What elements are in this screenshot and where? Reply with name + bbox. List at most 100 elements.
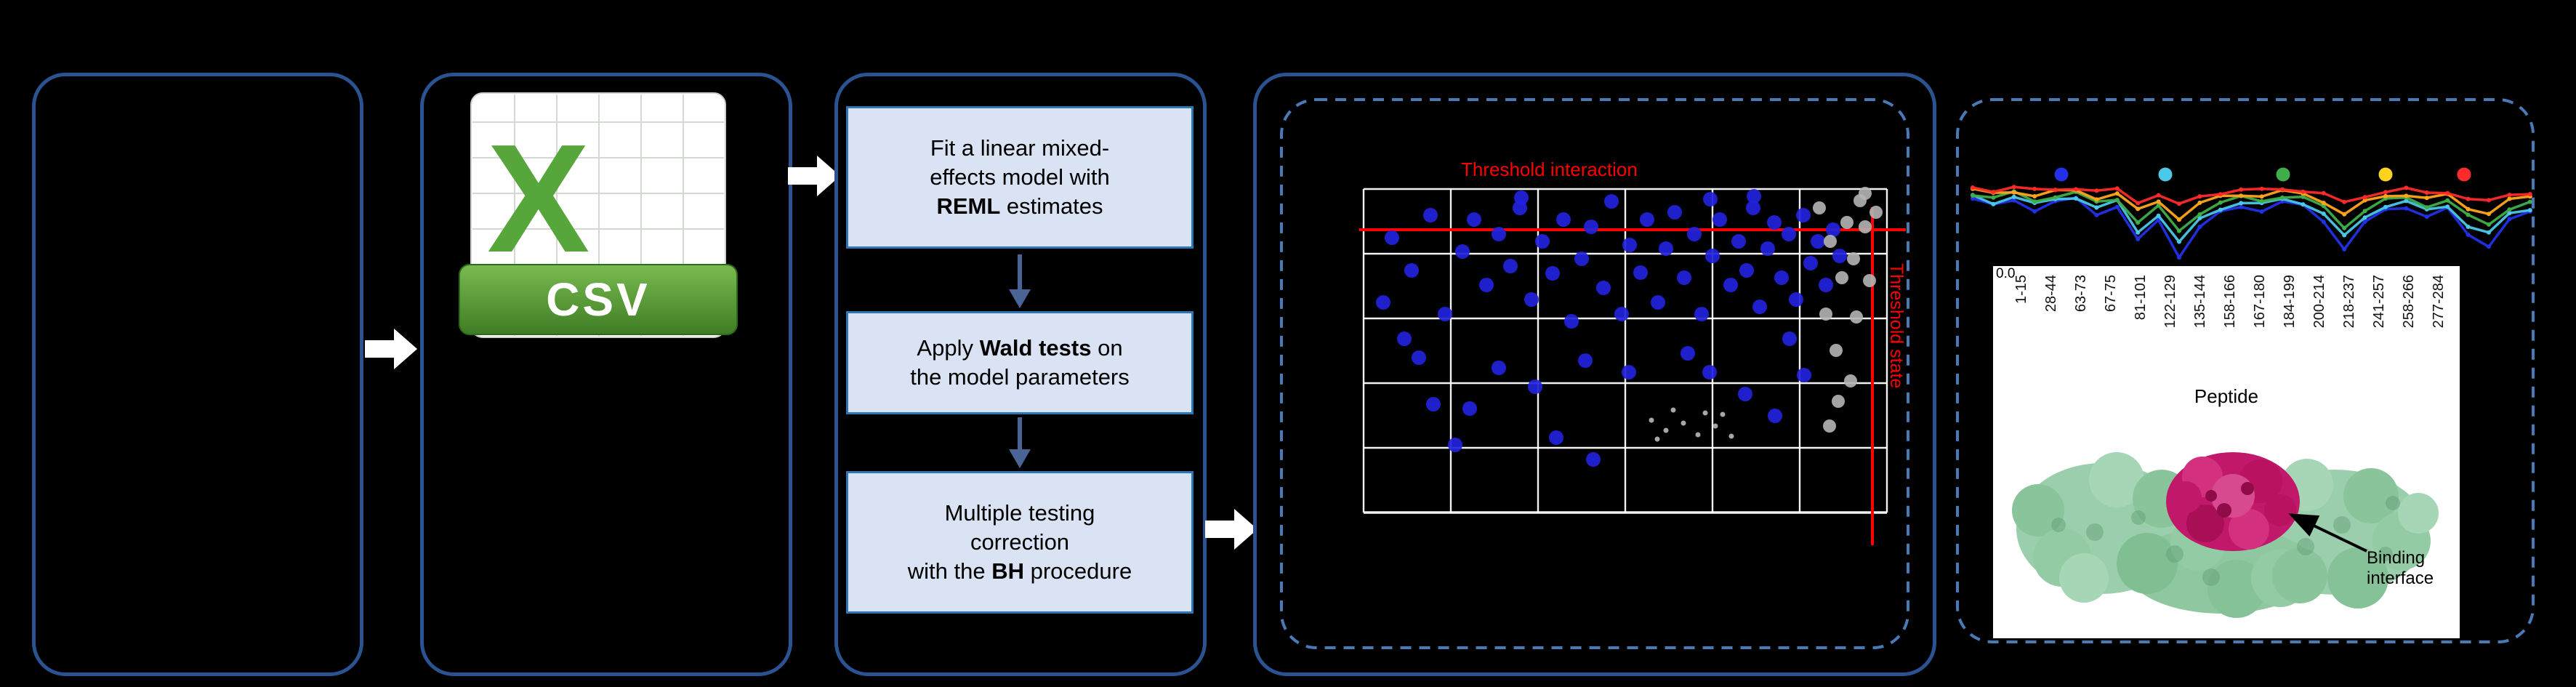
scatter-point-significant	[1524, 292, 1539, 307]
uptake-marker	[2218, 192, 2223, 197]
scatter-point-significant	[1702, 365, 1717, 379]
volcano-panel	[1253, 73, 1936, 676]
uptake-marker	[2259, 194, 2264, 199]
scatter-point-significant	[1731, 234, 1746, 249]
uptake-marker	[2053, 195, 2058, 200]
scatter-point-significant	[1438, 307, 1452, 321]
uptake-marker	[2177, 217, 2181, 222]
volcano-plot: Threshold interaction Threshold state	[1280, 98, 1909, 649]
peptide-tick-label: 218-237	[2341, 275, 2357, 329]
scatter-point-significant	[1426, 397, 1441, 411]
uptake-marker	[2487, 222, 2491, 227]
scatter-point-faint	[1728, 433, 1734, 439]
scatter-point-faint	[1702, 410, 1708, 416]
scatter-point-significant	[1796, 208, 1811, 222]
scatter-point-significant	[1803, 256, 1818, 270]
uptake-marker	[2424, 196, 2429, 201]
scatter-point-significant	[1535, 234, 1550, 249]
uptake-marker	[2527, 199, 2532, 204]
down-arrow-icon	[1009, 254, 1031, 308]
uptake-marker	[2507, 217, 2512, 222]
timepoint-dot	[2054, 167, 2069, 182]
binding-interface-label: Binding interface	[2367, 548, 2434, 588]
scatter-point-faint	[1663, 427, 1669, 433]
scatter-point-significant	[1462, 401, 1477, 416]
peptide-tick-label: 158-166	[2222, 275, 2238, 329]
uptake-marker	[2424, 214, 2429, 220]
flow-arrow-shape	[365, 329, 417, 369]
peptide-tick-label: 277-284	[2431, 275, 2447, 329]
uptake-marker	[2342, 212, 2347, 217]
scatter-point-faint	[1670, 407, 1676, 413]
scatter-point-gray	[1859, 220, 1872, 233]
scatter-point-significant	[1746, 201, 1760, 215]
uptake-marker	[2032, 194, 2037, 198]
uptake-marker	[2218, 207, 2223, 212]
scatter-point-significant	[1659, 241, 1673, 256]
scatter-point-significant	[1811, 234, 1825, 249]
uptake-marker	[2114, 204, 2120, 209]
uptake-line-series-green	[1972, 190, 2531, 233]
scatter-point-significant	[1677, 270, 1691, 285]
uptake-marker	[2466, 225, 2471, 229]
protein-structure	[2012, 452, 2439, 618]
scatter-point-gray	[1830, 344, 1843, 357]
uptake-marker	[2507, 211, 2512, 216]
flow-arrow-shape	[788, 156, 840, 196]
scatter-point-significant	[1492, 227, 1506, 241]
uptake-marker	[1971, 185, 1975, 190]
uptake-marker	[2404, 198, 2409, 204]
uptake-marker	[2342, 199, 2347, 204]
uptake-marker	[2321, 220, 2326, 225]
uptake-marker	[2136, 206, 2141, 212]
uptake-marker	[2074, 187, 2078, 192]
result-panel-dashed-border	[1956, 98, 2535, 643]
uptake-marker	[2156, 193, 2161, 198]
peptide-tick-label: 28-44	[2043, 275, 2059, 313]
peptide-tick-label: 81-101	[2133, 275, 2149, 321]
uptake-marker	[2239, 204, 2244, 209]
uptake-marker	[2136, 220, 2141, 225]
uptake-marker	[2404, 206, 2409, 211]
uptake-marker	[2177, 239, 2181, 244]
uptake-marker	[2507, 207, 2512, 212]
uptake-marker	[2114, 191, 2120, 196]
step-bh-correction: Multiple testing correction with the BH pr…	[846, 471, 1194, 614]
peptide-tick-label: 241-257	[2371, 275, 2387, 329]
csv-banner-label: CSV	[546, 273, 651, 326]
scatter-point-significant	[1556, 212, 1571, 227]
uptake-line-series-cyan	[1972, 193, 2531, 244]
scatter-point-significant	[1782, 227, 1796, 241]
uptake-marker	[2527, 208, 2532, 213]
peptide-tick-label: 63-73	[2073, 275, 2089, 313]
uptake-marker	[2383, 193, 2388, 198]
uptake-marker	[1991, 201, 1996, 206]
flow-arrow-right-icon	[365, 329, 417, 369]
uptake-marker	[2094, 197, 2099, 202]
scatter-point-significant	[1768, 409, 1782, 423]
uptake-marker	[1971, 196, 1975, 201]
scatter-point-gray	[1813, 201, 1826, 214]
uptake-marker	[1971, 193, 1975, 198]
timepoint-dot	[2378, 167, 2393, 182]
uptake-marker	[2197, 194, 2202, 199]
scatter-point-significant	[1578, 353, 1593, 368]
uptake-marker	[2197, 225, 2202, 230]
uptake-marker	[2342, 246, 2347, 252]
scatter-point-significant	[1423, 208, 1438, 222]
uptake-marker	[2362, 198, 2367, 203]
threshold-state-label: Threshold state	[1886, 263, 1907, 388]
scatter-point-significant	[1774, 270, 1789, 285]
scatter-point-significant	[1747, 189, 1761, 204]
step-wald-tests: Apply Wald tests on the model parameters	[846, 311, 1194, 414]
scatter-point-significant	[1789, 292, 1803, 307]
uptake-marker	[2383, 204, 2388, 209]
scatter-point-significant	[1705, 249, 1720, 263]
uptake-marker	[2239, 193, 2244, 198]
uptake-marker	[2177, 201, 2181, 206]
scatter-point-significant	[1703, 192, 1718, 206]
scatter-point-significant	[1739, 263, 1754, 278]
uptake-marker	[2466, 212, 2471, 217]
uptake-marker	[2197, 216, 2202, 221]
